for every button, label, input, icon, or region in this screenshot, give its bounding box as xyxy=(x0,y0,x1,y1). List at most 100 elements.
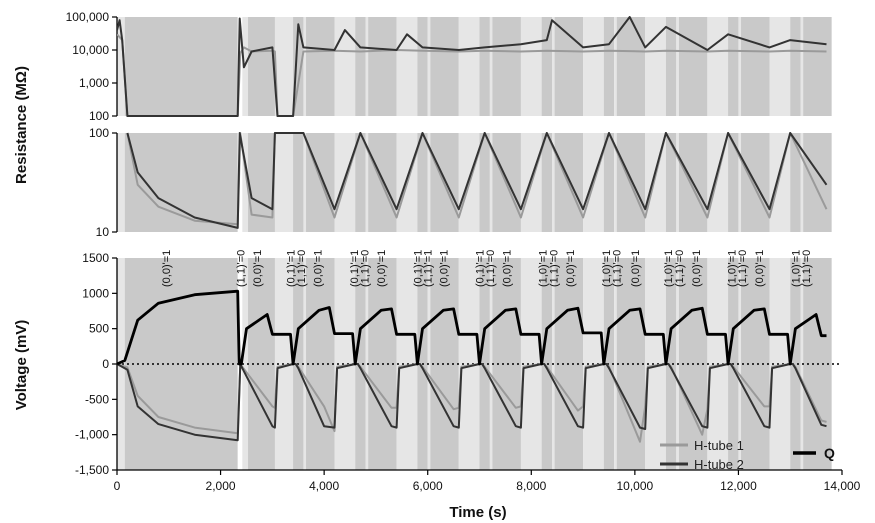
state-band xyxy=(583,17,604,116)
x-tick-label: 6,000 xyxy=(413,479,443,493)
y-tick-label: 100 xyxy=(89,109,109,123)
state-band xyxy=(603,133,615,232)
state-label: (0,0)'=1 xyxy=(501,250,513,287)
series-lines xyxy=(117,16,828,443)
state-band xyxy=(738,258,742,470)
state-band xyxy=(365,17,369,116)
state-band xyxy=(489,258,493,470)
state-band xyxy=(242,258,249,470)
state-label: (1,1)'=0 xyxy=(360,250,372,287)
state-band xyxy=(645,258,666,470)
state-band xyxy=(678,17,708,116)
state-band xyxy=(665,258,677,470)
legend-label-tube2: H-tube 2 xyxy=(694,457,744,472)
state-label: (1,1)'=0 xyxy=(235,250,247,287)
state-band xyxy=(738,133,742,232)
state-label: (0,0)'=1 xyxy=(252,250,264,287)
state-band xyxy=(741,258,770,470)
series-line-h-tube-2 xyxy=(117,16,827,117)
state-band xyxy=(676,17,679,116)
state-band xyxy=(665,133,677,232)
state-band xyxy=(303,133,307,232)
y-axis-title-voltage: Voltage (mV) xyxy=(13,320,30,411)
state-band xyxy=(616,17,646,116)
x-tick-label: 14,000 xyxy=(824,479,861,493)
state-band xyxy=(293,133,304,232)
state-band xyxy=(117,258,125,470)
state-band xyxy=(552,133,555,232)
y-tick-label: 500 xyxy=(89,322,109,336)
state-band xyxy=(520,258,542,470)
y-tick-label: -500 xyxy=(85,392,109,406)
state-band xyxy=(614,258,617,470)
state-band xyxy=(479,17,490,116)
state-band xyxy=(303,258,307,470)
state-band xyxy=(741,17,770,116)
state-band xyxy=(274,17,294,116)
state-band xyxy=(790,17,801,116)
state-label: (0,0)'=1 xyxy=(376,250,388,287)
state-band xyxy=(355,17,366,116)
state-band xyxy=(728,17,739,116)
state-label: (0,0)'=1 xyxy=(161,250,173,287)
state-band xyxy=(769,17,791,116)
state-band xyxy=(489,17,493,116)
state-band xyxy=(242,133,249,232)
state-band xyxy=(489,133,493,232)
state-band xyxy=(614,17,617,116)
state-label: (1,0)'=1 xyxy=(790,250,802,287)
state-band xyxy=(803,17,832,116)
series-line-q xyxy=(117,289,827,366)
state-band xyxy=(368,17,397,116)
state-label: (1,0)'=1 xyxy=(663,250,675,287)
state-label: (1,1)'=1 xyxy=(423,250,435,287)
state-labels: (0,0)'=1 (1,1)'=0 (0,0)'=1 (0,1)'=1(1,1)'=0… xyxy=(161,250,813,287)
state-band xyxy=(492,17,521,116)
x-tick-label: 4,000 xyxy=(309,479,339,493)
state-band xyxy=(306,258,335,470)
state-band xyxy=(552,17,555,116)
state-band xyxy=(427,258,431,470)
state-band xyxy=(248,17,275,116)
state-band xyxy=(274,133,294,232)
state-band xyxy=(365,133,369,232)
state-band xyxy=(803,133,832,232)
y-tick-label: -1,500 xyxy=(75,463,109,477)
state-band xyxy=(274,258,294,470)
state-band xyxy=(430,17,459,116)
state-band xyxy=(427,17,431,116)
y-tick-label: 0 xyxy=(102,357,109,371)
y-tick-label: 100,000 xyxy=(66,10,110,24)
legend: H-tube 1 H-tube 2 Q xyxy=(660,438,835,472)
state-band xyxy=(728,133,739,232)
state-band xyxy=(293,17,304,116)
state-label: (0,0)'=1 xyxy=(312,250,324,287)
state-band xyxy=(124,133,238,232)
x-axis-title: Time (s) xyxy=(449,504,506,521)
state-band xyxy=(707,17,729,116)
x-tick-label: 2,000 xyxy=(206,479,236,493)
state-band xyxy=(645,17,666,116)
y-tick-label: 1500 xyxy=(82,251,109,265)
state-label: (1,1)'=0 xyxy=(612,250,624,287)
state-bands xyxy=(117,17,832,470)
state-band xyxy=(800,258,804,470)
state-band xyxy=(458,17,480,116)
state-band xyxy=(520,17,542,116)
state-label: (1,0)'=1 xyxy=(538,250,550,287)
state-band xyxy=(614,133,617,232)
state-label: (1,1)'=0 xyxy=(549,250,561,287)
state-band xyxy=(479,258,490,470)
series-line-h-tube-2 xyxy=(117,363,827,442)
state-label: (1,1)'=0 xyxy=(674,250,686,287)
state-band xyxy=(665,17,677,116)
y-tick-label: -1,000 xyxy=(75,428,109,442)
state-label: (0,0)'=1 xyxy=(565,250,577,287)
state-label: (1,1)'=0 xyxy=(801,250,813,287)
state-band xyxy=(603,17,615,116)
state-band xyxy=(800,133,804,232)
state-band xyxy=(790,133,801,232)
state-band xyxy=(303,17,307,116)
state-label: (1,1)'=0 xyxy=(737,250,749,287)
